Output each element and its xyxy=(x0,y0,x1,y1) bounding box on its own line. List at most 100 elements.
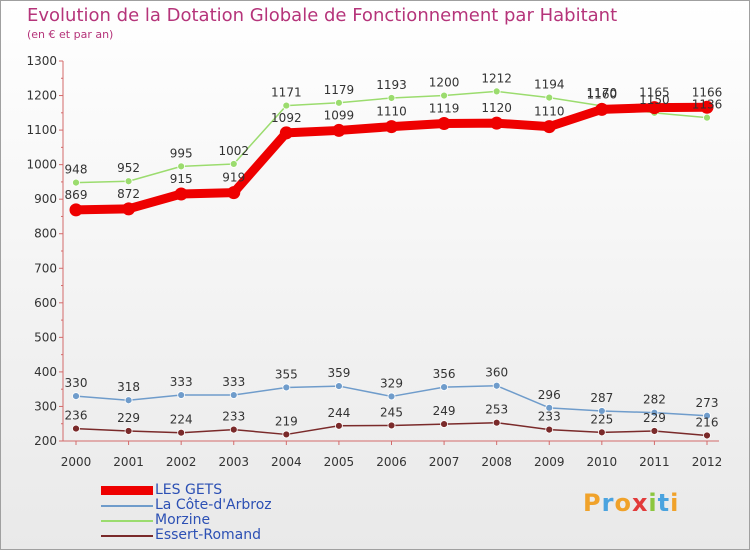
x-tick-label: 2001 xyxy=(113,455,144,469)
legend-label: Essert-Romand xyxy=(155,527,261,543)
x-tick-label: 2002 xyxy=(166,455,197,469)
legend-swatch xyxy=(101,504,153,507)
data-point xyxy=(72,178,80,187)
data-point xyxy=(437,117,451,131)
data-label: 1165 xyxy=(639,86,670,100)
data-point xyxy=(650,427,659,435)
x-tick-label: 2000 xyxy=(61,455,92,469)
x-tick-label: 2012 xyxy=(692,455,723,469)
data-point xyxy=(597,428,606,437)
legend-item: LES GETS xyxy=(101,483,272,498)
logo-letter: r xyxy=(601,489,615,517)
data-point xyxy=(72,392,80,400)
data-label: 287 xyxy=(590,391,613,405)
data-label: 872 xyxy=(117,187,140,201)
data-label: 1092 xyxy=(271,111,302,125)
legend-label: LES GETS xyxy=(155,482,223,498)
data-label: 869 xyxy=(65,188,88,202)
data-point xyxy=(282,430,291,439)
data-point xyxy=(440,383,448,392)
x-tick-label: 2007 xyxy=(429,455,460,469)
data-label: 1166 xyxy=(692,85,723,99)
data-point xyxy=(335,421,343,430)
x-tick-label: 2003 xyxy=(218,455,249,469)
data-point xyxy=(124,396,133,405)
data-label: 952 xyxy=(117,161,140,175)
data-label: 253 xyxy=(485,403,508,417)
data-label: 296 xyxy=(538,388,561,402)
data-point xyxy=(279,126,293,140)
data-label: 1150 xyxy=(639,93,670,107)
data-point xyxy=(703,411,711,420)
data-point xyxy=(703,431,711,440)
data-label: 236 xyxy=(65,409,88,423)
data-label: 219 xyxy=(275,414,298,428)
legend-label: Morzine xyxy=(155,512,211,528)
data-point xyxy=(542,120,556,134)
logo-letter: t xyxy=(657,489,671,517)
x-tick-label: 2005 xyxy=(324,455,355,469)
data-point xyxy=(545,425,554,434)
data-point xyxy=(597,407,606,415)
data-label: 225 xyxy=(590,412,613,426)
data-label: 318 xyxy=(117,380,140,394)
x-tick-label: 2004 xyxy=(271,455,302,469)
data-point xyxy=(177,428,186,437)
data-point xyxy=(492,381,501,390)
data-label: 1194 xyxy=(534,78,565,92)
data-label: 1200 xyxy=(429,76,460,90)
data-point xyxy=(703,113,711,122)
data-point xyxy=(177,391,186,399)
data-label: 244 xyxy=(327,406,350,420)
data-point xyxy=(440,420,448,428)
y-tick-label: 1000 xyxy=(26,158,57,172)
y-tick-label: 400 xyxy=(34,365,57,379)
y-tick-label: 600 xyxy=(34,296,57,310)
data-point xyxy=(492,87,501,96)
data-label: 915 xyxy=(170,172,193,186)
data-label: 282 xyxy=(643,393,666,407)
data-label: 948 xyxy=(65,163,88,177)
data-point xyxy=(335,382,343,390)
data-label: 359 xyxy=(327,366,350,380)
y-tick-label: 200 xyxy=(34,434,57,448)
data-point xyxy=(387,392,396,401)
y-tick-label: 1200 xyxy=(26,89,57,103)
data-label: 1193 xyxy=(376,78,407,92)
data-label: 919 xyxy=(222,171,245,185)
data-point xyxy=(229,425,238,434)
x-tick-label: 2010 xyxy=(587,455,618,469)
data-point xyxy=(545,93,554,102)
data-point xyxy=(385,120,398,134)
data-point xyxy=(595,102,609,116)
legend: LES GETS La Côte-d'Arbroz Morzine Essert-Ro… xyxy=(101,483,272,543)
chart-subtitle: (en € et par an) xyxy=(27,28,114,41)
data-label: 333 xyxy=(170,375,193,389)
data-label: 1136 xyxy=(692,98,723,112)
data-label: 360 xyxy=(485,366,508,380)
y-tick-label: 1100 xyxy=(26,123,57,137)
data-point xyxy=(124,177,133,186)
legend-swatch xyxy=(101,486,153,495)
data-label: 1119 xyxy=(429,102,460,116)
data-label: 233 xyxy=(222,410,245,424)
data-label: 1110 xyxy=(534,105,565,119)
data-point xyxy=(122,202,136,216)
data-point xyxy=(282,383,291,392)
data-point xyxy=(69,203,83,217)
data-label: 333 xyxy=(222,375,245,389)
data-point xyxy=(650,408,659,417)
logo-letter: i xyxy=(648,489,658,517)
data-point xyxy=(387,421,396,430)
y-tick-label: 1300 xyxy=(26,54,57,68)
data-label: 273 xyxy=(696,396,719,410)
data-label: 249 xyxy=(433,404,456,418)
chart-title: Evolution de la Dotation Globale de Fonc… xyxy=(27,5,618,26)
data-label: 995 xyxy=(170,146,193,160)
data-label: 224 xyxy=(170,413,193,427)
data-label: 229 xyxy=(643,411,666,425)
data-label: 329 xyxy=(380,376,403,390)
data-point xyxy=(387,94,396,102)
legend-item: La Côte-d'Arbroz xyxy=(101,498,272,513)
